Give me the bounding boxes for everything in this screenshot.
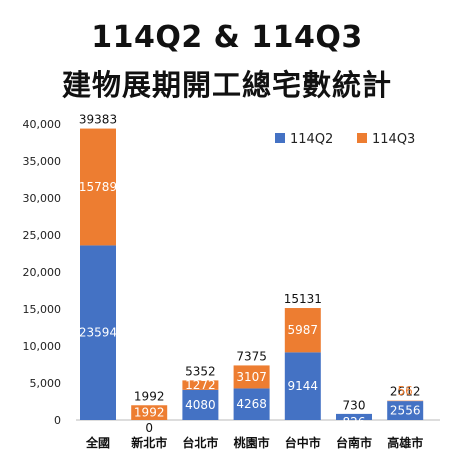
value-label-114q2: 9144: [288, 379, 319, 393]
value-label-114q2: 2556: [390, 404, 421, 418]
bar-114q2: [387, 401, 424, 420]
legend-label-114q3: 114Q3: [372, 132, 415, 147]
total-label: 39383: [79, 113, 117, 127]
y-tick-label: 5,000: [30, 377, 62, 390]
y-tick-label: 35,000: [23, 155, 62, 168]
total-label: 5352: [185, 364, 216, 378]
y-tick-label: 25,000: [23, 229, 62, 242]
y-tick-label: 15,000: [23, 303, 62, 316]
chart-title: 114Q2 & 114Q3: [91, 20, 363, 55]
category-label: 全國: [85, 435, 110, 450]
legend-swatch-114q3: [357, 133, 367, 143]
value-label-114q2: 4268: [236, 397, 267, 411]
category-label: 高雄市: [387, 435, 423, 450]
value-label-114q2: 4080: [185, 398, 216, 412]
bar-114q2: [336, 413, 372, 420]
bar-114q2: [233, 388, 270, 420]
value-label-114q3: 5987: [288, 323, 319, 337]
value-label-114q3: 3107: [236, 370, 267, 384]
category-label: 新北市: [131, 435, 167, 450]
total-label: 15131: [284, 292, 322, 306]
bar-114q3: [80, 128, 116, 246]
bar-114q3: [182, 380, 219, 390]
total-label: 7375: [236, 349, 267, 363]
bar-114q3: [284, 308, 321, 353]
bar-114q2: [182, 389, 219, 420]
category-label: 台北市: [182, 435, 218, 450]
y-tick-label: 30,000: [23, 192, 62, 205]
value-label-114q2: 0: [145, 421, 153, 435]
y-tick-label: 10,000: [23, 340, 62, 353]
legend-swatch-114q2: [275, 133, 285, 143]
value-label-114q3: 15789: [79, 180, 117, 194]
category-label: 桃園市: [234, 435, 270, 450]
bar-114q2: [284, 352, 321, 420]
category-label: 台中市: [285, 435, 321, 450]
value-label-114q2: 23594: [79, 326, 117, 340]
y-tick-label: 0: [54, 414, 61, 427]
bar-114q2: [80, 245, 116, 420]
y-tick-label: 40,000: [23, 118, 62, 131]
value-label-114q3: 1992: [134, 406, 165, 420]
value-label-114q2: 826: [343, 415, 366, 429]
total-label: 730: [343, 399, 366, 413]
total-label: 2612: [390, 385, 421, 399]
legend-label-114q2: 114Q2: [290, 132, 333, 147]
chart-subtitle: 建物展期開工總宅數統計: [61, 68, 392, 102]
category-label: 台南市: [336, 435, 372, 450]
bar-114q3: [233, 365, 270, 389]
y-tick-label: 20,000: [23, 266, 62, 279]
value-label-114q3: 1272: [185, 378, 216, 392]
value-label-114q3: 56: [398, 384, 413, 398]
total-label: 1992: [134, 389, 165, 403]
bar-114q3: [131, 405, 168, 420]
